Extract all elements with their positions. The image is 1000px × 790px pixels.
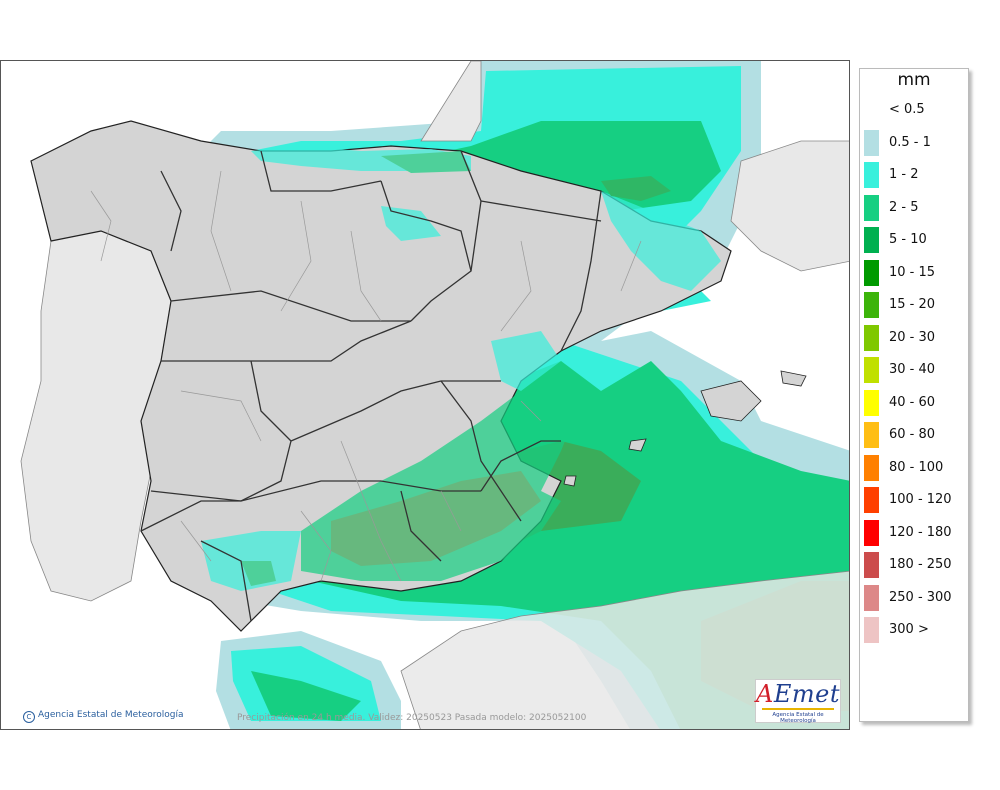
legend-label: 0.5 - 1 [889, 134, 931, 150]
precip-over-land [201, 146, 721, 591]
legend-label: 120 - 180 [889, 524, 952, 540]
legend-swatch [864, 97, 879, 123]
legend-label: 2 - 5 [889, 199, 919, 215]
precipitation-map: C Agencia Estatal de Meteorología Precipi… [0, 60, 850, 730]
copyright-text: Agencia Estatal de Meteorología [38, 710, 184, 720]
legend-unit: mm [897, 70, 931, 90]
aemet-logo: AEmet Agencia Estatal de Meteorología [755, 679, 841, 724]
legend-label: 20 - 30 [889, 329, 936, 345]
legend-label: < 0.5 [889, 102, 925, 117]
islands [563, 370, 807, 487]
legend-swatch [864, 519, 879, 546]
legend-swatch [864, 584, 879, 611]
legend-swatch [864, 292, 879, 318]
legend-swatch [864, 194, 879, 221]
legend-swatch [864, 259, 879, 286]
legend-swatch [864, 487, 879, 513]
legend-swatch [864, 227, 879, 253]
legend-label: 1 - 2 [889, 167, 919, 182]
legend-label: 30 - 40 [889, 362, 936, 377]
legend-label: 15 - 20 [889, 297, 936, 312]
logo-underline [762, 708, 834, 710]
region-borders [140, 150, 602, 622]
legend-swatch [864, 324, 879, 351]
land-spain [30, 120, 732, 632]
map-caption: Precipitación en 24 h media. Validez: 20… [237, 713, 587, 723]
map-canvas [1, 61, 849, 729]
legend-swatch [864, 552, 879, 578]
legend-label: 5 - 10 [889, 232, 927, 247]
legend-swatch [864, 422, 879, 448]
legend-label: 10 - 15 [889, 264, 936, 280]
legend-swatch [864, 357, 879, 383]
precipitation-legend: mm < 0.5 0.5 - 1 1 - 2 2 - 5 5 - 10 10 - 15 15… [859, 68, 969, 722]
legend-swatch [864, 389, 879, 416]
land-neighbours [400, 61, 849, 729]
province-borders [90, 170, 642, 582]
logo-wordmark: AEmet [756, 680, 840, 708]
legend-label: 100 - 120 [889, 492, 952, 507]
legend-swatch [864, 129, 879, 156]
legend-label: 40 - 60 [889, 394, 936, 410]
logo-subtitle: Agencia Estatal de Meteorología [772, 712, 824, 724]
legend-label: 60 - 80 [889, 427, 936, 442]
legend-label: 250 - 300 [889, 589, 952, 605]
legend-label: 300 > [889, 622, 929, 637]
copyright-notice: C Agencia Estatal de Meteorología [23, 710, 184, 723]
copyright-icon: C [23, 711, 35, 723]
legend-swatch [864, 162, 879, 188]
legend-swatch [864, 617, 879, 643]
legend-swatch [864, 454, 879, 481]
legend-label: 80 - 100 [889, 459, 944, 475]
legend-label: 180 - 250 [889, 557, 952, 572]
